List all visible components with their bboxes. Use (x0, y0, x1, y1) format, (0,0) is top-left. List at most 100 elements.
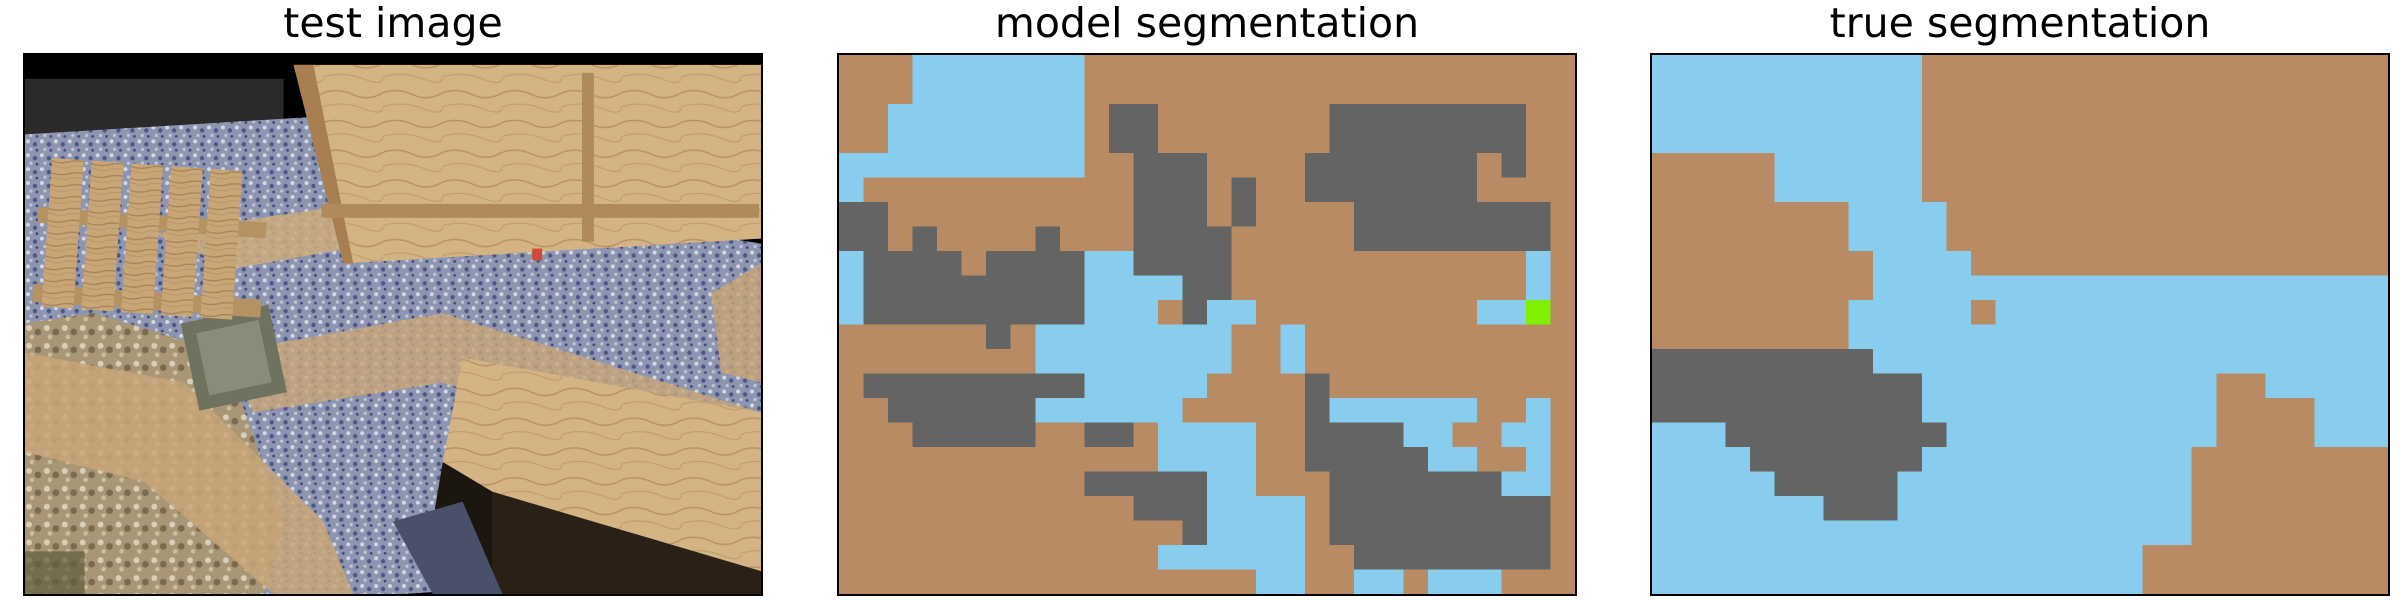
model-segmentation-cell (1059, 422, 1085, 448)
true-segmentation-cell (2093, 324, 2119, 350)
true-segmentation-cell (2142, 251, 2168, 276)
model-segmentation-cell (1550, 104, 1575, 129)
model-segmentation-cell (1378, 422, 1404, 448)
model-segmentation-cell (1329, 471, 1355, 497)
true-segmentation-cell (2118, 79, 2144, 105)
true-segmentation-cell (1725, 398, 1751, 423)
true-segmentation-cell (1946, 471, 1972, 497)
true-segmentation-cell (2314, 177, 2340, 203)
true-segmentation-cell (2363, 471, 2388, 497)
true-segmentation-cell (2167, 324, 2193, 350)
model-segmentation-cell (961, 300, 987, 325)
true-segmentation-cell (2363, 398, 2388, 423)
true-segmentation-cell (2363, 177, 2388, 203)
true-segmentation-cell (1701, 373, 1727, 399)
test-image-title: test image (283, 0, 503, 47)
model-segmentation-cell (937, 55, 963, 80)
model-segmentation-cell (1427, 422, 1453, 448)
true-segmentation-cell (1701, 398, 1727, 423)
true-segmentation-cell (2314, 275, 2340, 301)
model-segmentation-cell (961, 104, 987, 129)
true-segmentation-cell (2167, 496, 2193, 521)
true-segmentation-cell (1701, 55, 1727, 80)
model-segmentation-cell (912, 104, 938, 129)
model-segmentation-cell (1354, 177, 1380, 203)
true-segmentation-cell (1872, 373, 1898, 399)
model-segmentation-cell (1427, 447, 1453, 472)
true-segmentation-cell (2289, 569, 2315, 594)
model-segmentation-cell (1010, 447, 1036, 472)
model-segmentation-cell (1280, 226, 1306, 252)
model-segmentation-cell (1256, 104, 1282, 129)
true-segmentation-cell (2240, 545, 2266, 570)
true-segmentation-cell (2338, 55, 2364, 80)
true-segmentation-cell (2216, 177, 2242, 203)
model-segmentation-cell (961, 349, 987, 374)
true-segmentation-cell (2216, 202, 2242, 227)
true-segmentation-cell (2240, 471, 2266, 497)
true-segmentation-cell (2338, 153, 2364, 178)
true-segmentation-cell (1799, 300, 1825, 325)
model-segmentation-cell (1207, 79, 1233, 105)
model-segmentation-cell (1329, 104, 1355, 129)
true-segmentation-cell (2167, 226, 2193, 252)
true-segmentation-cell (1970, 422, 1996, 448)
true-segmentation-cell (2216, 79, 2242, 105)
true-segmentation-cell (2240, 275, 2266, 301)
model-segmentation-cell (1427, 153, 1453, 178)
true-segmentation-cell (1652, 496, 1678, 521)
model-segmentation-cell (1182, 569, 1208, 594)
model-segmentation-cell (839, 251, 865, 276)
true-segmentation-cell (1725, 569, 1751, 594)
model-segmentation-cell (961, 569, 987, 594)
model-segmentation-cell (1329, 569, 1355, 594)
true-segmentation-cell (1946, 349, 1972, 374)
true-segmentation-cell (2265, 226, 2291, 252)
true-segmentation-cell (2069, 569, 2095, 594)
true-segmentation-cell (2118, 520, 2144, 546)
model-segmentation-cell (1108, 153, 1134, 178)
true-segmentation-cell (2142, 569, 2168, 594)
model-segmentation-cell (863, 422, 889, 448)
model-segmentation-cell (1059, 251, 1085, 276)
model-segmentation-cell (1157, 471, 1183, 497)
model-segmentation-cell (1354, 300, 1380, 325)
model-segmentation-cell (863, 496, 889, 521)
true-segmentation-cell (2240, 447, 2266, 472)
true-segmentation-cell (1774, 324, 1800, 350)
model-segmentation-cell (1084, 79, 1110, 105)
model-segmentation-cell (888, 251, 914, 276)
model-segmentation-cell (1157, 398, 1183, 423)
model-segmentation-cell (1501, 55, 1527, 80)
model-segmentation-cell (912, 153, 938, 178)
true-segmentation-cell (2363, 422, 2388, 448)
model-segmentation-cell (888, 520, 914, 546)
true-segmentation-cell (2191, 202, 2217, 227)
model-segmentation-cell (1108, 177, 1134, 203)
true-segmentation-cell (1970, 128, 1996, 154)
true-segmentation-cell (1676, 153, 1702, 178)
model-segmentation-cell (1280, 545, 1306, 570)
true-segmentation-cell (1799, 153, 1825, 178)
model-segmentation-cell (1108, 251, 1134, 276)
true-segmentation-cell (1725, 177, 1751, 203)
model-segmentation-cell (888, 275, 914, 301)
true-segmentation-cell (2118, 398, 2144, 423)
true-segmentation-cell (2216, 545, 2242, 570)
model-segmentation-cell (1059, 496, 1085, 521)
model-segmentation-cell (1452, 569, 1478, 594)
model-segmentation-cell (1084, 128, 1110, 154)
model-segmentation-cell (1525, 300, 1551, 325)
model-segmentation-cell (1403, 471, 1429, 497)
true-segmentation-cell (2118, 275, 2144, 301)
model-segmentation-cell (1084, 226, 1110, 252)
true-segmentation-cell (2265, 471, 2291, 497)
true-segmentation-cell (1799, 373, 1825, 399)
model-segmentation-cell (1231, 79, 1257, 105)
model-segmentation-cell (1501, 447, 1527, 472)
true-segmentation-cell (2069, 79, 2095, 105)
true-segmentation-cell (2118, 202, 2144, 227)
true-segmentation-cell (2020, 153, 2046, 178)
model-segmentation-cell (912, 398, 938, 423)
true-segmentation-cell (2265, 324, 2291, 350)
